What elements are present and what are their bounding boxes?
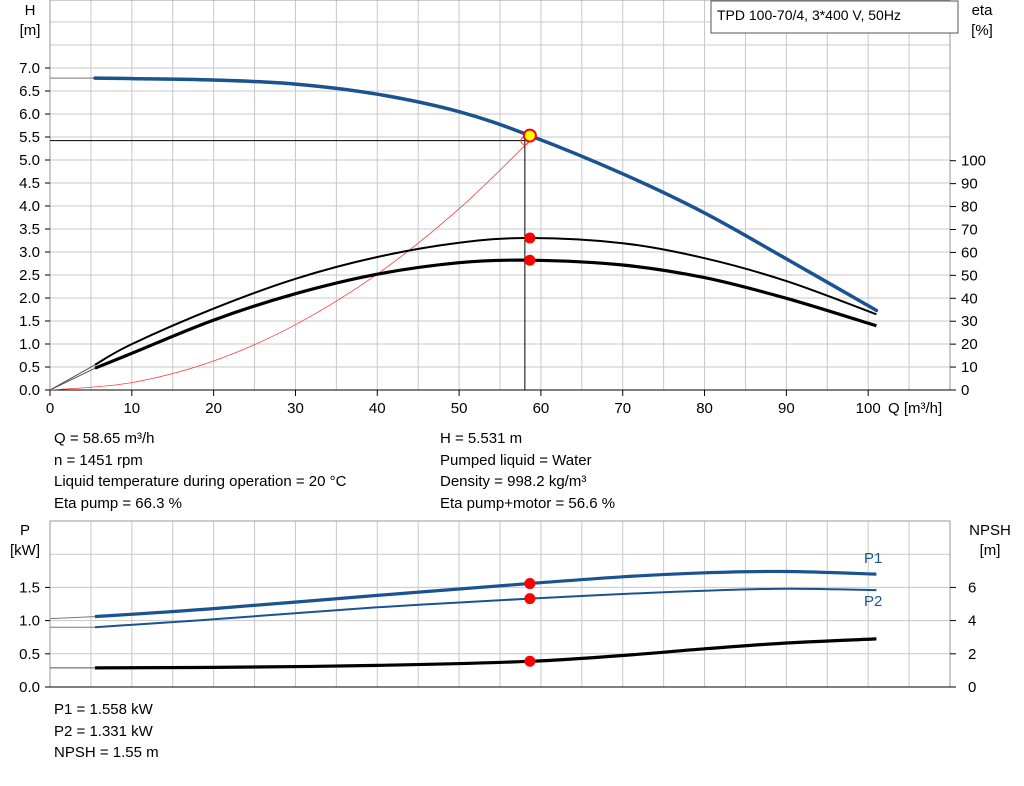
p1-value: P1 = 1.558 kW: [54, 701, 153, 718]
power-tick-label: 1.0: [19, 613, 40, 630]
system-curve: [49, 140, 531, 391]
head-tick-label: 6.0: [19, 106, 40, 123]
head-tick-label: 5.0: [19, 152, 40, 169]
eta-tick-label: 20: [961, 336, 978, 353]
head-axis-unit: [m]: [20, 22, 41, 39]
head-tick-label: 7.0: [19, 60, 40, 77]
power-tick-label: 0.5: [19, 646, 40, 663]
duty-point-eta-total: [524, 254, 536, 266]
eta-pump-motor-curve: [94, 258, 877, 370]
head-tick-label: 5.5: [19, 129, 40, 146]
duty-info-right: H = 5.531 m Pumped liquid = Water Densit…: [440, 428, 615, 514]
power-info: P1 = 1.558 kW P2 = 1.331 kW NPSH = 1.55 …: [54, 699, 159, 764]
bottom-chart-curves: [49, 569, 877, 670]
head-tick-label: 0.0: [19, 382, 40, 399]
liquid-temperature-value: Liquid temperature during operation = 20…: [54, 473, 347, 490]
head-tick-label: 1.0: [19, 336, 40, 353]
x-tick-label: 100: [856, 400, 881, 417]
eta-tick-label: 10: [961, 359, 978, 376]
x-tick-label: 70: [614, 400, 631, 417]
top-chart-curves: [49, 76, 879, 391]
eta-axis-unit: [%]: [971, 22, 993, 39]
bottom-chart-grid: [49, 520, 951, 688]
duty-point-head: [522, 128, 537, 143]
npsh-value: NPSH = 1.55 m: [54, 744, 159, 761]
head-tick-label: 6.5: [19, 83, 40, 100]
duty-info-left: Q = 58.65 m³/h n = 1451 rpm Liquid tempe…: [54, 428, 346, 514]
head-tick-label: 3.5: [19, 221, 40, 238]
power-tick-label: 1.5: [19, 579, 40, 596]
eta-pump-extension: [49, 364, 96, 391]
eta-tick-label: 80: [961, 199, 978, 216]
x-tick-label: 0: [46, 400, 54, 417]
npsh-tick-label: 4: [968, 613, 976, 630]
x-tick-label: 40: [369, 400, 386, 417]
p2-curve: [94, 587, 877, 629]
eta-tick-label: 0: [961, 382, 969, 399]
eta-axis-title: eta: [972, 2, 994, 19]
duty-point-markers: [522, 128, 537, 667]
flow-axis-title: Q [m³/h]: [888, 400, 942, 417]
eta-tick-label: 100: [961, 153, 986, 170]
speed-value: n = 1451 rpm: [54, 451, 143, 469]
head-tick-label: 0.5: [19, 359, 40, 376]
tick-labels: 0 10 20 30 40 50 60 70 80 90 1000.00.51.01.52.02.5…: [19, 60, 986, 696]
npsh-tick-label: 0: [968, 679, 976, 696]
head-curve: [93, 76, 879, 313]
head-tick-label: 4.5: [19, 175, 40, 192]
power-axis-title: P: [20, 522, 30, 539]
head-tick-label: 4.0: [19, 198, 40, 215]
pumped-liquid-value: Pumped liquid = Water: [440, 451, 592, 469]
title-box: [710, 0, 959, 34]
head-tick-label: 2.0: [19, 290, 40, 307]
head-tick-label: 2.5: [19, 267, 40, 284]
head-tick-label: 1.5: [19, 313, 40, 330]
npsh-axis-unit: [m]: [980, 542, 1001, 559]
power-tick-label: 0.0: [19, 679, 40, 696]
eta-tick-label: 30: [961, 313, 978, 330]
eta-pump-value: Eta pump = 66.3 %: [54, 494, 182, 512]
npsh-curve: [94, 637, 877, 670]
x-tick-label: 60: [533, 400, 550, 417]
duty-point-eta-pump: [524, 232, 536, 244]
head-axis-title: H: [25, 2, 36, 19]
eta-total-value: Eta pump+motor = 56.6 %: [440, 494, 616, 512]
duty-point-p2: [524, 593, 536, 605]
eta-tick-label: 40: [961, 290, 978, 307]
p1-curve: [94, 569, 877, 619]
duty-point-npsh: [524, 655, 536, 667]
eta-tick-label: 90: [961, 176, 978, 193]
npsh-tick-label: 2: [968, 646, 976, 663]
p1-curve-label: P1: [864, 550, 882, 567]
p1-curve-extension: [49, 616, 96, 620]
duty-point-p1: [524, 578, 536, 590]
chart-title: TPD 100-70/4, 3*400 V, 50Hz: [717, 7, 901, 23]
top-chart-grid: [49, 0, 951, 391]
eta-tick-label: 50: [961, 267, 978, 284]
x-tick-label: 90: [778, 400, 795, 417]
density-value: Density = 998.2 kg/m³: [440, 473, 587, 490]
x-tick-label: 80: [696, 400, 713, 417]
x-tick-label: 20: [205, 400, 222, 417]
eta-tick-label: 60: [961, 244, 978, 261]
eta-total-extension: [49, 367, 96, 391]
eta-tick-label: 70: [961, 221, 978, 238]
x-tick-label: 30: [287, 400, 304, 417]
head-tick-label: 3.0: [19, 244, 40, 261]
x-tick-label: 10: [123, 400, 140, 417]
head-value: H = 5.531 m: [440, 430, 523, 447]
npsh-tick-label: 6: [968, 579, 976, 596]
power-axis-unit: [kW]: [10, 542, 40, 559]
x-tick-label: 50: [451, 400, 468, 417]
npsh-axis-title: NPSH: [969, 522, 1011, 539]
flow-value: Q = 58.65 m³/h: [54, 430, 155, 447]
p2-curve-label: P2: [864, 593, 882, 610]
p2-value: P2 = 1.331 kW: [54, 722, 153, 740]
eta-pump-curve: [94, 236, 877, 366]
